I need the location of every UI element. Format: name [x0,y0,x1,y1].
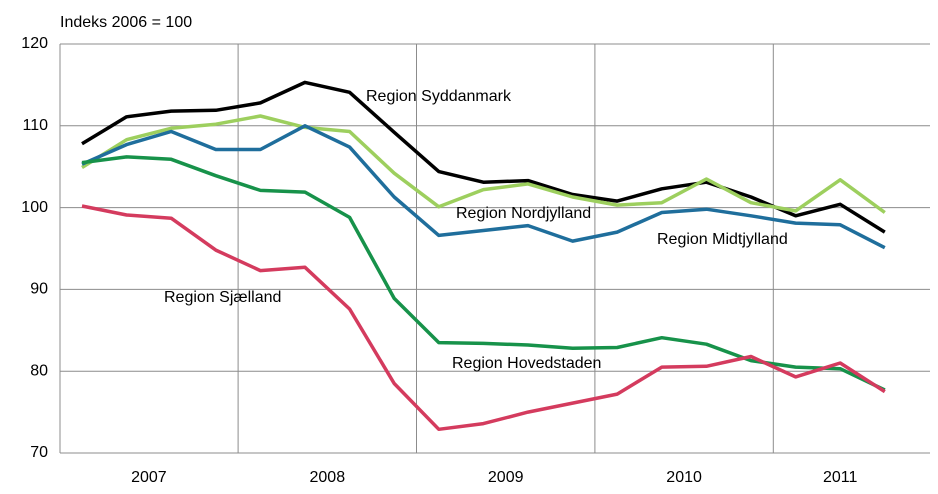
y-tick-label: 110 [22,117,48,134]
series-line [81,80,886,234]
series-line [81,124,886,250]
y-tick-label: 120 [21,35,48,52]
y-axis-label: Indeks 2006 = 100 [60,14,192,31]
y-tick-label: 80 [30,362,48,379]
y-tick-label: 70 [30,444,48,461]
series-line [81,204,886,432]
x-tick-label: 2007 [131,469,167,486]
x-tick-label: 2011 [823,469,858,486]
series-label: Region Syddanmark [366,88,512,105]
series-label: Region Midtjylland [657,231,788,248]
series-label: Region Sjælland [164,289,281,306]
series-line [81,114,886,214]
y-tick-label: 100 [21,199,48,216]
x-tick-label: 2009 [488,469,524,486]
y-tick-label: 90 [30,281,48,298]
series-line [81,155,886,392]
x-tick-label: 2008 [310,469,346,486]
series-label: Region Nordjylland [456,205,591,222]
x-tick-label: 2010 [666,469,702,486]
series-label: Region Hovedstaden [452,355,601,372]
